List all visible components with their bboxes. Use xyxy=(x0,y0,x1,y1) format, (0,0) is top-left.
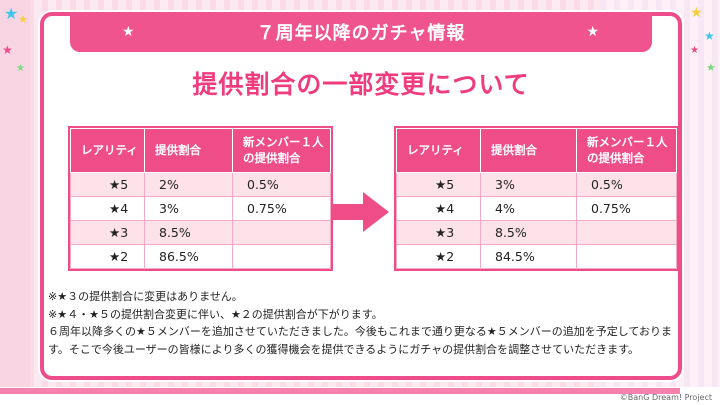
table-row: ★5 2% 0.5% xyxy=(70,172,331,197)
note-line: ※★４・★５の提供割合変更に伴い、★２の提供割合が下がります。 xyxy=(48,307,383,321)
star-icon: ★ xyxy=(122,24,136,40)
column-header-rarity: レアリティ xyxy=(70,128,145,173)
copyright: ©BanG Dream! Project xyxy=(619,393,712,402)
table-row: ★2 86.5% xyxy=(70,244,331,269)
after-rate-table: レアリティ 提供割合 新メンバー１人 の提供割合 ★5 3% 0.5% ★4 4%… xyxy=(394,126,679,271)
table-row: ★4 3% 0.75% xyxy=(70,196,331,221)
new-member-rate-cell: 0.5% xyxy=(232,172,331,197)
note-line: ※★３の提供割合に変更はありません。 xyxy=(48,290,243,303)
header-tab: ★ ７周年以降のガチャ情報 ★ xyxy=(70,12,652,52)
rate-cell: 84.5% xyxy=(480,244,577,269)
table-row: ★2 84.5% xyxy=(396,244,677,269)
rate-cell: 8.5% xyxy=(144,220,233,245)
sparkle-star-icon: ★ xyxy=(704,29,715,43)
new-member-rate-cell xyxy=(576,244,677,269)
table-row: ★5 3% 0.5% xyxy=(396,172,677,197)
sparkle-star-icon: ★ xyxy=(690,45,699,56)
new-member-rate-cell: 0.75% xyxy=(232,196,331,221)
rarity-cell: ★2 xyxy=(70,244,145,269)
new-member-rate-cell xyxy=(576,220,677,245)
sparkle-star-icon: ★ xyxy=(16,63,25,74)
rate-cell: 86.5% xyxy=(144,244,233,269)
notes: ※★３の提供割合に変更はありません。 ※★４・★５の提供割合変更に伴い、★２の提… xyxy=(48,288,678,358)
sparkle-star-icon: ★ xyxy=(2,43,13,57)
rarity-cell: ★3 xyxy=(70,220,145,245)
sparkle-star-icon: ★ xyxy=(18,13,28,26)
column-header-rate: 提供割合 xyxy=(480,128,577,173)
rarity-cell: ★5 xyxy=(70,172,145,197)
arrow-right-icon xyxy=(333,192,389,232)
table-row: ★4 4% 0.75% xyxy=(396,196,677,221)
rate-cell: 3% xyxy=(144,196,233,221)
rate-cell: 8.5% xyxy=(480,220,577,245)
column-header-rate: 提供割合 xyxy=(144,128,233,173)
column-header-rarity: レアリティ xyxy=(396,128,481,173)
rarity-cell: ★3 xyxy=(396,220,481,245)
rate-cell: 2% xyxy=(144,172,233,197)
new-member-rate-cell: 0.75% xyxy=(576,196,677,221)
sparkle-star-icon: ★ xyxy=(690,5,703,21)
rate-cell: 3% xyxy=(480,172,577,197)
rarity-cell: ★5 xyxy=(396,172,481,197)
column-header-new-member: 新メンバー１人 の提供割合 xyxy=(576,128,677,173)
table-row: ★3 8.5% xyxy=(396,220,677,245)
sparkle-star-icon: ★ xyxy=(4,4,19,23)
rarity-cell: ★4 xyxy=(70,196,145,221)
star-icon: ★ xyxy=(586,24,600,40)
new-member-rate-cell xyxy=(232,220,331,245)
new-member-rate-cell: 0.5% xyxy=(576,172,677,197)
note-paragraph: ６周年以降多くの★５メンバーを追加させていただきました。今後もこれまで通り更なる… xyxy=(48,325,673,356)
footer-accent-bar xyxy=(0,388,680,394)
page-title: 提供割合の一部変更について xyxy=(192,70,530,99)
rarity-cell: ★4 xyxy=(396,196,481,221)
rate-cell: 4% xyxy=(480,196,577,221)
before-rate-table: レアリティ 提供割合 新メンバー１人 の提供割合 ★5 2% 0.5% ★4 3%… xyxy=(68,126,333,271)
table-row: ★3 8.5% xyxy=(70,220,331,245)
new-member-rate-cell xyxy=(232,244,331,269)
sparkle-star-icon: ★ xyxy=(706,61,716,74)
rarity-cell: ★2 xyxy=(396,244,481,269)
header-title: ７周年以降のガチャ情報 xyxy=(256,23,466,44)
column-header-new-member: 新メンバー１人 の提供割合 xyxy=(232,128,331,173)
